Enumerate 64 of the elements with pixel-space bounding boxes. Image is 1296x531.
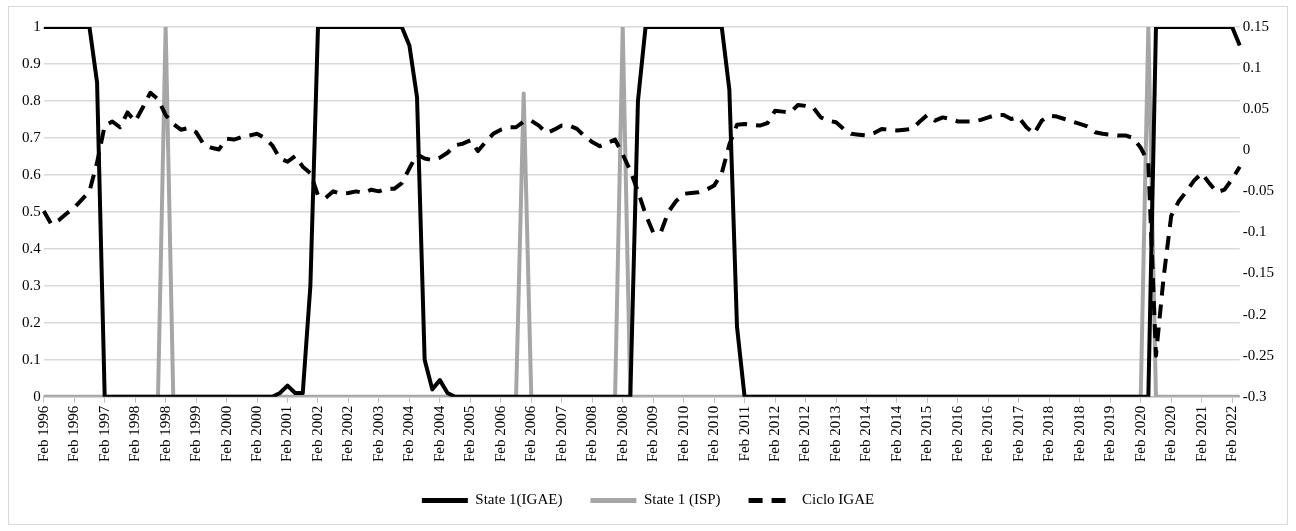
x-tick-label: Feb 2002 (339, 405, 356, 462)
y-tick-label: 0.5 (22, 202, 41, 219)
y-tick-label: 0.2 (22, 313, 41, 330)
y2-tick-label: -0.2 (1242, 305, 1267, 322)
y2-tick-label: 0.05 (1242, 100, 1269, 117)
x-tick-label: Feb 2022 (1223, 405, 1240, 462)
y2-tick-label: -0.05 (1242, 182, 1274, 199)
x-tick-label: Feb 2010 (705, 405, 722, 462)
y2-tick-label: -0.1 (1242, 223, 1267, 240)
y-tick-label: 0.4 (22, 239, 42, 256)
x-tick-label: Feb 2011 (735, 405, 752, 462)
x-tick-label: Feb 2018 (1040, 405, 1057, 462)
x-tick-label: Feb 2016 (948, 405, 965, 462)
legend-label: State 1 (ISP) (643, 491, 721, 509)
y-tick-label: 0.8 (22, 91, 41, 108)
x-tick-label: Feb 1996 (65, 405, 82, 462)
x-tick-label: Feb 2021 (1192, 405, 1209, 462)
x-tick-label: Feb 1997 (95, 405, 112, 462)
x-tick-label: Feb 2007 (552, 405, 569, 462)
x-tick-label: Feb 1996 (34, 405, 51, 462)
legend-label: State 1(IGAE) (475, 491, 563, 509)
x-tick-label: Feb 2017 (1009, 405, 1026, 462)
x-tick-label: Feb 2005 (461, 405, 478, 462)
y2-tick-label: -0.15 (1242, 264, 1274, 281)
x-tick-label: Feb 2014 (857, 405, 874, 462)
x-tick-label: Feb 2008 (613, 405, 630, 462)
x-tick-label: Feb 2020 (1162, 405, 1179, 462)
x-tick-label: Feb 1998 (126, 405, 143, 462)
x-tick-label: Feb 2012 (796, 405, 813, 462)
y-tick-label: 0.9 (22, 54, 41, 71)
x-tick-label: Feb 2004 (400, 405, 417, 462)
y2-tick-label: -0.3 (1242, 387, 1267, 404)
x-tick-label: Feb 2014 (887, 405, 904, 462)
x-tick-label: Feb 2000 (217, 405, 234, 462)
x-tick-label: Feb 2001 (278, 405, 295, 462)
y-tick-label: 1 (33, 17, 41, 34)
y2-tick-label: 0.15 (1242, 17, 1269, 34)
x-tick-label: Feb 2004 (430, 405, 447, 462)
x-tick-label: Feb 2009 (644, 405, 661, 462)
x-tick-label: Feb 2012 (766, 405, 782, 462)
x-tick-label: Feb 2002 (308, 405, 325, 462)
x-tick-label: Feb 2000 (247, 405, 264, 462)
y-tick-label: 0 (33, 387, 41, 404)
x-tick-label: Feb 2008 (583, 405, 600, 462)
y-tick-label: 0.6 (22, 165, 42, 182)
x-tick-label: Feb 2019 (1101, 405, 1118, 462)
y2-tick-label: 0 (1242, 141, 1251, 158)
y2-tick-label: 0.1 (1242, 59, 1262, 76)
x-tick-label: Feb 2010 (674, 405, 691, 462)
x-tick-label: Feb 2013 (826, 405, 843, 462)
x-tick-label: Feb 2018 (1070, 405, 1087, 462)
y-tick-label: 0.3 (22, 276, 41, 293)
x-tick-label: Feb 2020 (1131, 405, 1148, 462)
y-tick-label: 0.1 (22, 350, 41, 367)
x-tick-label: Feb 2006 (491, 405, 508, 462)
y-tick-label: 0.7 (22, 128, 42, 145)
y2-tick-label: -0.25 (1242, 346, 1274, 363)
x-tick-label: Feb 2016 (979, 405, 996, 462)
x-tick-label: Feb 2003 (369, 405, 386, 462)
x-tick-label: Feb 1999 (187, 405, 204, 462)
x-tick-label: Feb 2015 (918, 405, 935, 462)
x-tick-label: Feb 2006 (522, 405, 539, 462)
x-tick-label: Feb 1998 (156, 405, 173, 462)
legend-label: Ciclo IGAE (802, 491, 875, 508)
